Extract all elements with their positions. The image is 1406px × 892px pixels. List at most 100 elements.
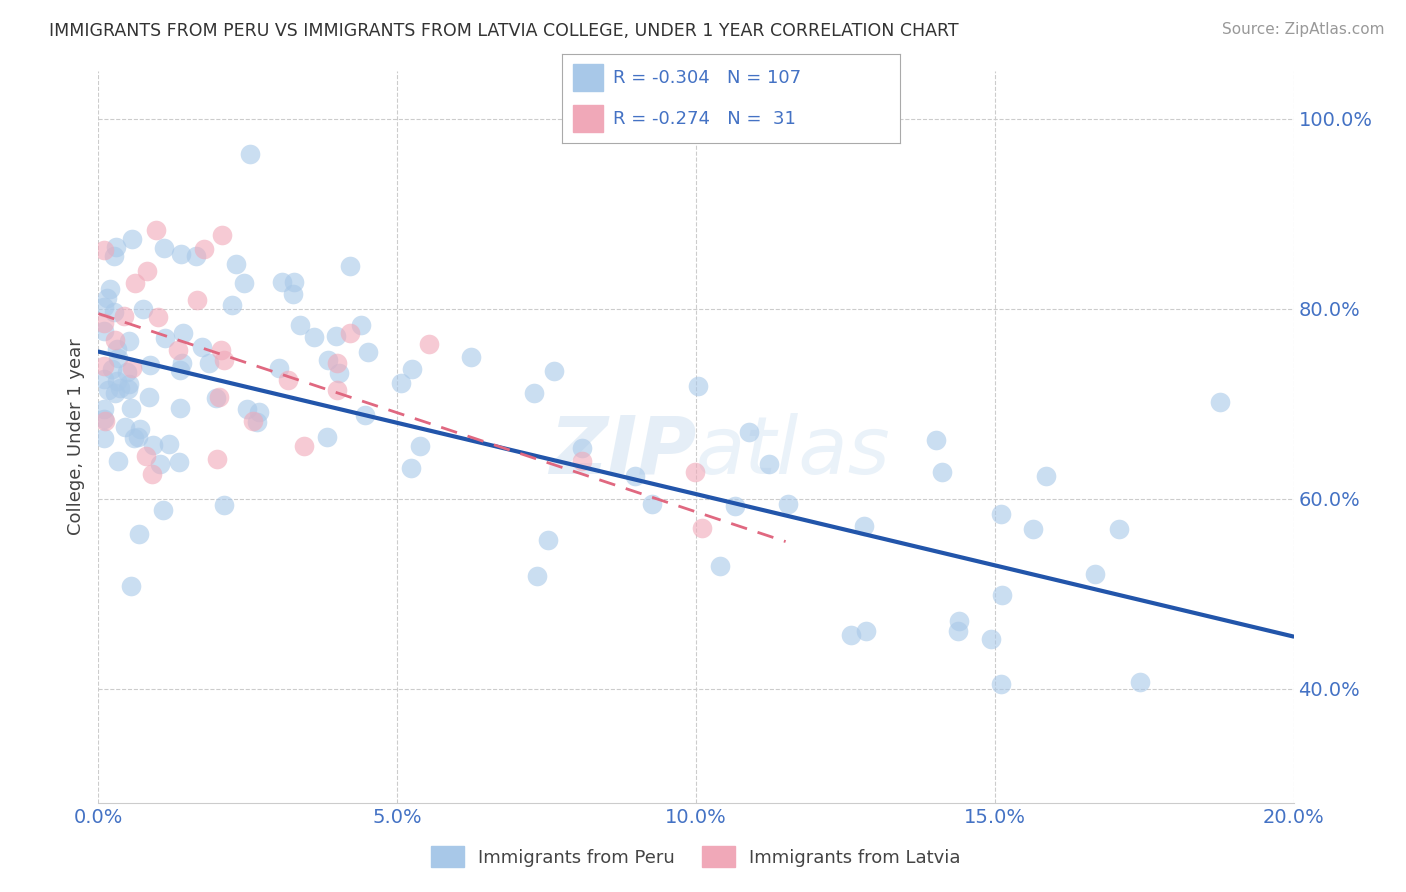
Point [1209,395,1232,409]
Point [242,414,264,428]
Point [93,402,115,417]
Point [112,309,135,323]
Point [118,334,141,348]
Point [94,414,117,428]
Text: ZIP: ZIP [548,413,696,491]
Point [389,376,412,390]
Point [267,360,290,375]
Point [186,293,208,307]
Point [149,458,172,472]
Point [121,232,143,246]
Point [152,503,174,517]
Legend: Immigrants from Peru, Immigrants from Latvia: Immigrants from Peru, Immigrants from La… [425,839,967,874]
Point [350,318,373,332]
Point [738,425,761,439]
Point [172,326,194,340]
Point [120,401,142,416]
Point [93,316,115,330]
Point [1108,522,1130,536]
Point [247,405,270,419]
Point [1084,567,1107,582]
Point [205,391,228,405]
Text: R = -0.274   N =  31: R = -0.274 N = 31 [613,110,796,128]
Point [925,434,948,448]
Point [778,497,800,511]
Point [281,287,304,301]
Point [225,257,247,271]
Point [271,275,294,289]
Bar [572,105,603,132]
Point [169,363,191,377]
Point [105,374,128,388]
Point [157,437,180,451]
Point [169,401,191,415]
Point [153,331,176,345]
Point [339,259,361,273]
Point [990,677,1012,691]
Point [316,353,339,368]
Text: Source: ZipAtlas.com: Source: ZipAtlas.com [1222,22,1385,37]
Point [543,363,565,377]
Point [401,362,423,376]
Point [245,416,267,430]
Point [709,558,731,573]
Point [624,469,647,483]
Point [142,438,165,452]
Point [121,361,143,376]
Point [93,243,115,257]
Point [153,241,176,255]
Point [190,340,212,354]
Point [683,465,706,479]
Point [93,431,115,445]
Point [1035,468,1057,483]
Point [209,343,232,358]
Point [292,439,315,453]
Point [98,282,121,296]
Point [115,365,138,379]
Point [103,249,125,263]
Point [105,240,128,254]
Point [537,533,560,548]
Text: atlas: atlas [696,413,891,491]
Point [855,624,877,639]
Text: R = -0.304   N = 107: R = -0.304 N = 107 [613,69,801,87]
Point [221,297,243,311]
Point [839,628,862,642]
Point [193,242,215,256]
Point [339,326,361,341]
Point [93,324,115,338]
Point [326,383,349,397]
Point [122,431,145,445]
Point [571,454,593,468]
Point [205,452,228,467]
Point [686,379,709,393]
Point [129,422,152,436]
Text: IMMIGRANTS FROM PERU VS IMMIGRANTS FROM LATVIA COLLEGE, UNDER 1 YEAR CORRELATION: IMMIGRANTS FROM PERU VS IMMIGRANTS FROM … [49,22,959,40]
Point [277,373,299,387]
Point [93,372,115,386]
Point [853,519,876,533]
Point [96,291,118,305]
Point [409,439,432,453]
Point [571,441,593,455]
Point [302,330,325,344]
Point [212,352,235,367]
Point [980,632,1002,646]
Point [103,305,125,319]
Point [991,588,1014,602]
Point [167,455,190,469]
Point [97,383,120,397]
Point [197,356,219,370]
Point [641,497,664,511]
Point [326,356,349,370]
Point [325,328,347,343]
Point [172,356,194,370]
Point [167,343,190,358]
Point [170,247,193,261]
Point [139,358,162,372]
Point [758,457,780,471]
Point [93,412,115,426]
Point [93,359,115,373]
Point [354,408,377,422]
Point [127,430,149,444]
